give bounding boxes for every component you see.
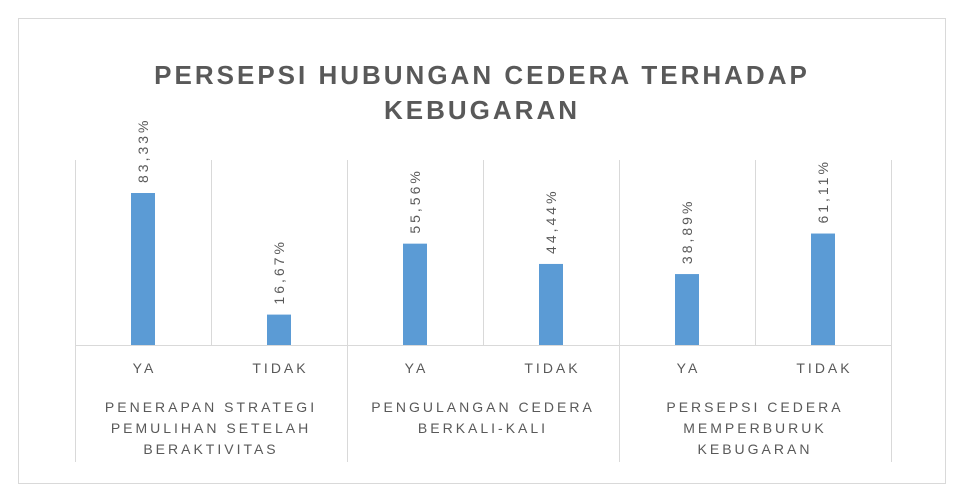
x-tick-label: TIDAK: [524, 360, 580, 376]
bar: [131, 193, 155, 345]
value-label: 61,11%: [815, 159, 831, 223]
group-label: PENERAPAN STRATEGI PEMULIHAN SETELAH BER…: [104, 399, 318, 457]
x-tick-label: TIDAK: [252, 360, 308, 376]
x-tick-label: YA: [405, 360, 429, 376]
chart-title: PERSEPSI HUBUNGAN CEDERA TERHADAP KEBUGA…: [154, 60, 810, 125]
x-tick-label: TIDAK: [796, 360, 852, 376]
value-label: 44,44%: [543, 188, 559, 253]
x-tick-label: YA: [133, 360, 157, 376]
chart-frame: [18, 18, 946, 484]
bar: [403, 243, 427, 345]
value-label: 55,56%: [407, 168, 423, 233]
value-label: 16,67%: [271, 239, 287, 304]
bar: [267, 314, 291, 345]
group-label: PENGULANGAN CEDERA BERKALI-KALI: [371, 399, 595, 436]
bar: [811, 233, 835, 345]
x-tick-label: YA: [677, 360, 701, 376]
bar: [675, 274, 699, 345]
value-label: 38,89%: [679, 199, 695, 264]
value-label: 83,33%: [135, 118, 151, 183]
group-label: PERSEPSI CEDERA MEMPERBURUK KEBUGARAN: [666, 399, 844, 457]
bar: [539, 263, 563, 345]
